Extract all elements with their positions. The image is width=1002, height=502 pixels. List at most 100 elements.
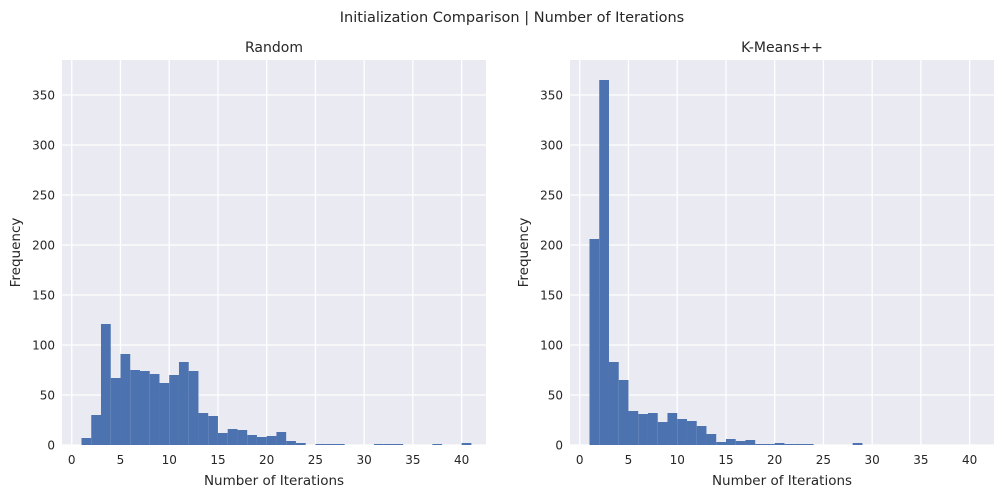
histogram-bar: [608, 362, 619, 445]
histogram-panel-kmeanspp: 0 5 10 15 20 25 30 35 40 0 50 100 150 200 250 300 350 K-M…: [516, 40, 994, 489]
histogram-bar: [286, 441, 296, 445]
x-axis-label: Number of Iterations: [712, 473, 852, 489]
histogram-bar: [237, 430, 248, 445]
histogram-bar: [432, 444, 443, 445]
y-tick-label: 50: [548, 389, 563, 403]
x-tick-label: 25: [816, 453, 831, 467]
histogram-bar: [618, 380, 629, 445]
histogram-bar: [686, 421, 697, 445]
histogram-bar: [139, 371, 150, 445]
histogram-bar: [725, 439, 736, 445]
x-axis-label: Number of Iterations: [204, 473, 344, 489]
histogram-bar: [130, 370, 140, 445]
plot-area: [570, 60, 994, 445]
x-tick-label: 10: [162, 453, 177, 467]
y-tick-label: 100: [32, 339, 55, 353]
histogram-bar: [81, 438, 92, 445]
histogram-bar: [266, 436, 277, 445]
y-tick-label: 150: [540, 289, 563, 303]
x-tick-label: 5: [625, 453, 633, 467]
figure-suptitle: Initialization Comparison | Number of It…: [340, 10, 684, 26]
histogram-bar: [91, 415, 101, 445]
y-tick-label: 0: [555, 439, 563, 453]
histogram-bar: [383, 444, 394, 445]
subplot-title: K-Means++: [741, 40, 823, 56]
x-tick-label: 20: [259, 453, 274, 467]
x-tick-label: 15: [718, 453, 733, 467]
histogram-bar: [764, 444, 775, 445]
histogram-bar: [628, 411, 639, 445]
histogram-bar: [373, 444, 384, 445]
histogram-bar: [120, 354, 131, 445]
histogram-bar: [217, 433, 228, 445]
histogram-bar: [227, 429, 238, 445]
x-tick-label: 15: [210, 453, 225, 467]
histogram-bar: [647, 413, 658, 445]
histogram-bar: [745, 440, 756, 445]
histogram-bar: [852, 443, 863, 445]
histogram-bar: [276, 432, 287, 445]
x-tick-label: 10: [670, 453, 685, 467]
histogram-bar: [716, 442, 726, 445]
histogram-bar: [208, 416, 218, 445]
y-tick-label: 50: [40, 389, 55, 403]
histogram-bar: [677, 419, 687, 445]
histogram-bar: [100, 324, 111, 445]
y-tick-label: 150: [32, 289, 55, 303]
histogram-bar: [803, 444, 814, 445]
y-tick-label: 200: [540, 239, 563, 253]
histogram-bar: [334, 444, 345, 445]
histogram-bar: [110, 378, 121, 445]
y-tick-label: 300: [32, 139, 55, 153]
histogram-bar: [149, 374, 160, 445]
histogram-bar: [188, 371, 199, 445]
y-tick-label: 250: [32, 189, 55, 203]
subplot-title: Random: [245, 40, 303, 56]
x-tick-label: 20: [767, 453, 782, 467]
histogram-bar: [295, 443, 306, 445]
y-tick-label: 250: [540, 189, 563, 203]
histogram-bar: [784, 444, 795, 445]
x-tick-label: 35: [913, 453, 928, 467]
y-tick-label: 0: [47, 439, 55, 453]
x-tick-label: 5: [117, 453, 125, 467]
histogram-bar: [325, 444, 335, 445]
y-tick-label: 300: [540, 139, 563, 153]
histogram-bar: [706, 434, 717, 445]
x-tick-label: 40: [962, 453, 977, 467]
histogram-bar: [755, 444, 765, 445]
y-tick-label: 350: [32, 89, 55, 103]
x-tick-label: 0: [68, 453, 76, 467]
histogram-bar: [599, 80, 609, 445]
x-tick-label: 25: [308, 453, 323, 467]
histogram-bar: [667, 413, 678, 445]
y-axis-label: Frequency: [516, 218, 532, 288]
x-tick-label: 30: [865, 453, 880, 467]
histogram-bar: [735, 441, 746, 445]
histogram-bar: [696, 426, 707, 445]
histogram-bar: [178, 362, 189, 445]
histogram-bar: [315, 444, 326, 445]
histogram-bar: [657, 422, 668, 445]
y-tick-label: 350: [540, 89, 563, 103]
histogram-panel-random: 0 5 10 15 20 25 30 35 40 0 50 100 150 200 250 300 350 Ran…: [8, 40, 486, 489]
histogram-bar: [247, 435, 257, 445]
x-tick-label: 35: [405, 453, 420, 467]
histogram-bar: [393, 444, 404, 445]
histogram-bar: [794, 444, 804, 445]
histogram-bar: [589, 239, 600, 445]
histogram-bar: [198, 413, 209, 445]
y-tick-label: 100: [540, 339, 563, 353]
histogram-bar: [169, 375, 179, 445]
histogram-bar: [461, 443, 472, 445]
y-axis-label: Frequency: [8, 218, 24, 288]
histogram-bar: [256, 437, 267, 445]
x-tick-label: 30: [357, 453, 372, 467]
histogram-bar: [774, 443, 785, 445]
x-tick-label: 0: [576, 453, 584, 467]
x-tick-label: 40: [454, 453, 469, 467]
y-tick-label: 200: [32, 239, 55, 253]
histogram-bar: [638, 414, 648, 445]
